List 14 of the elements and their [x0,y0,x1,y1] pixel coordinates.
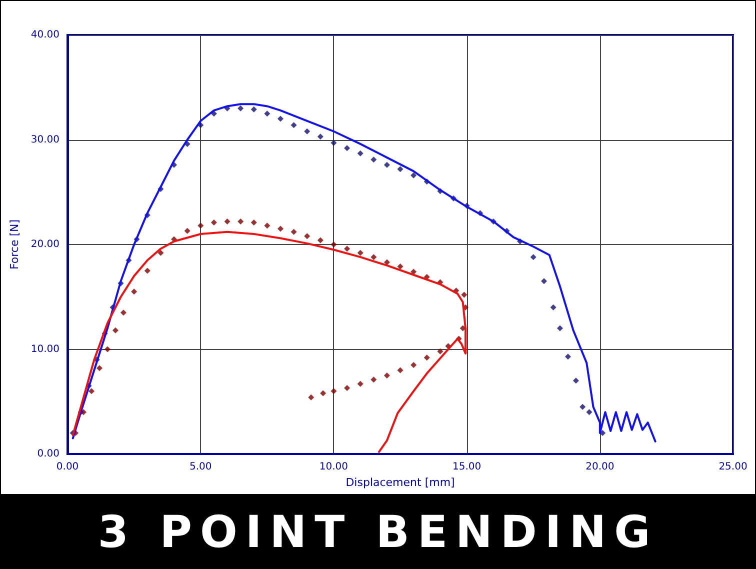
x-tick-label: 0.00 [56,462,79,472]
y-axis-title: Force [N] [8,219,21,270]
y-tick-label: 40.00 [30,30,60,40]
x-tick-label: 20.00 [586,462,614,472]
y-tick-label: 0.00 [37,448,60,460]
text: 3 POINT BENDING [0,495,756,569]
y-tick-label: 20.00 [30,239,60,250]
x-axis-title: Displacement [mm] [346,476,455,489]
x-tick-label: 5.00 [189,462,212,472]
x-tick-label: 10.00 [319,462,348,472]
x-tick-label: 15.00 [452,462,482,472]
x-tick-label: 25.00 [718,462,748,472]
y-tick-label: 30.00 [30,134,60,146]
y-tick-label: 10.00 [30,344,60,355]
